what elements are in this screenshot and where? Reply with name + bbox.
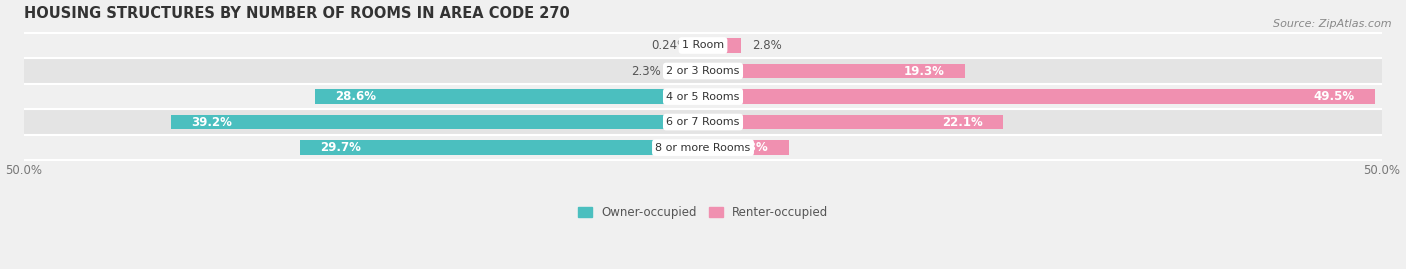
Text: 6 or 7 Rooms: 6 or 7 Rooms [666, 117, 740, 127]
Bar [299, 140, 703, 155]
Text: 2.8%: 2.8% [752, 39, 782, 52]
Text: 39.2%: 39.2% [191, 116, 232, 129]
Legend: Owner-occupied, Renter-occupied: Owner-occupied, Renter-occupied [572, 201, 834, 224]
Text: 6.3%: 6.3% [735, 141, 768, 154]
Bar [24, 58, 1382, 84]
Bar [703, 115, 1002, 129]
Bar [24, 109, 1382, 135]
Text: 29.7%: 29.7% [321, 141, 361, 154]
Text: 1 Room: 1 Room [682, 41, 724, 51]
Text: 2 or 3 Rooms: 2 or 3 Rooms [666, 66, 740, 76]
Bar [24, 135, 1382, 160]
Bar [703, 140, 789, 155]
Bar [703, 38, 741, 53]
Text: 4 or 5 Rooms: 4 or 5 Rooms [666, 91, 740, 101]
Bar [700, 38, 703, 53]
Bar [672, 63, 703, 79]
Text: Source: ZipAtlas.com: Source: ZipAtlas.com [1274, 19, 1392, 29]
Bar [703, 89, 1375, 104]
Text: 8 or more Rooms: 8 or more Rooms [655, 143, 751, 153]
Bar [170, 115, 703, 129]
Text: 19.3%: 19.3% [904, 65, 945, 77]
Text: 22.1%: 22.1% [942, 116, 983, 129]
Text: 0.24%: 0.24% [651, 39, 689, 52]
Text: 28.6%: 28.6% [335, 90, 375, 103]
Text: 2.3%: 2.3% [631, 65, 661, 77]
Bar [24, 84, 1382, 109]
Bar [315, 89, 703, 104]
Bar [703, 63, 965, 79]
Bar [24, 33, 1382, 58]
Text: 49.5%: 49.5% [1313, 90, 1355, 103]
Text: HOUSING STRUCTURES BY NUMBER OF ROOMS IN AREA CODE 270: HOUSING STRUCTURES BY NUMBER OF ROOMS IN… [24, 6, 569, 20]
